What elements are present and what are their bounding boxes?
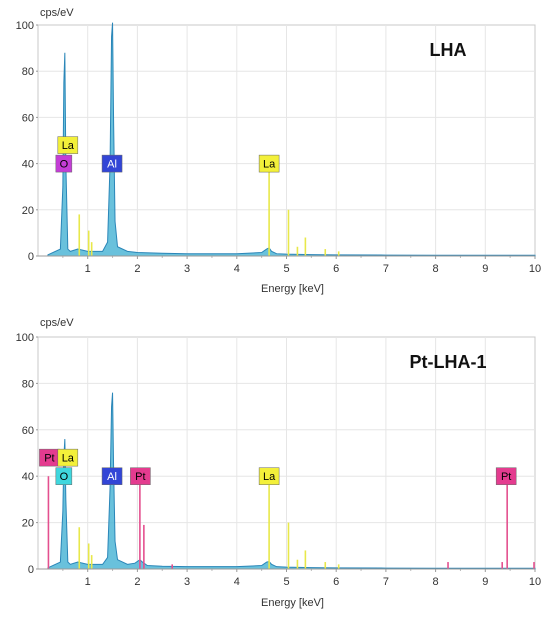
x-tick-label: 5 xyxy=(283,263,289,275)
x-tick-label: 9 xyxy=(482,576,488,588)
element-badge xyxy=(55,467,73,485)
x-axis-title: Energy [keV] xyxy=(261,283,324,295)
x-axis-title: Energy [keV] xyxy=(261,597,324,609)
y-tick-label: 60 xyxy=(22,112,34,124)
y-tick-label: 40 xyxy=(22,159,34,171)
y-tick-label: 20 xyxy=(22,205,34,217)
element-label: Pt xyxy=(135,471,145,483)
x-tick-label: 7 xyxy=(383,576,389,588)
x-tick-label: 8 xyxy=(433,576,439,588)
element-label: La xyxy=(263,471,276,483)
x-tick-label: 3 xyxy=(184,263,190,275)
x-tick-label: 4 xyxy=(234,576,240,588)
eds-spectrum-chart-pt-lha-1: 0 20 40 60 80 100 1 2 3 4 5 6 7 8 9 10 cps/eV Energy [keV… xyxy=(16,317,541,609)
element-badge xyxy=(57,448,79,467)
element-label: Pt xyxy=(44,453,54,465)
y-tick-label: 0 xyxy=(28,251,34,263)
x-tick-label: 2 xyxy=(134,576,140,588)
y-tick-label: 80 xyxy=(22,66,34,78)
x-tick-label: 3 xyxy=(184,576,190,588)
x-tick-label: 5 xyxy=(283,576,289,588)
x-tick-label: 10 xyxy=(529,576,541,588)
element-badge xyxy=(101,467,123,485)
y-axis-title: cps/eV xyxy=(40,7,74,19)
y-tick-label: 0 xyxy=(28,564,34,576)
x-tick-label: 6 xyxy=(333,576,339,588)
element-badge xyxy=(130,467,151,485)
element-badge xyxy=(258,154,280,173)
x-tick-label: 10 xyxy=(529,263,541,275)
y-tick-label: 60 xyxy=(22,425,34,437)
y-axis-title: cps/eV xyxy=(40,317,74,329)
x-tick-label: 4 xyxy=(234,263,240,275)
element-label: La xyxy=(62,453,75,465)
x-tick-label: 7 xyxy=(383,263,389,275)
element-badge xyxy=(55,154,73,173)
y-tick-label: 100 xyxy=(16,332,34,344)
x-tick-label: 6 xyxy=(333,263,339,275)
y-tick-label: 20 xyxy=(22,518,34,530)
element-label: La xyxy=(263,159,276,171)
element-label: Al xyxy=(107,159,117,171)
element-label: O xyxy=(60,159,69,171)
element-badge xyxy=(258,467,280,485)
spectrum-series xyxy=(47,22,536,257)
element-badge xyxy=(57,136,79,154)
element-label: O xyxy=(60,471,69,483)
x-tick-label: 1 xyxy=(85,263,91,275)
y-tick-label: 100 xyxy=(16,20,34,32)
sample-title: LHA xyxy=(430,40,467,60)
y-tick-label: 40 xyxy=(22,471,34,483)
x-tick-label: 2 xyxy=(134,263,140,275)
spectrum-series xyxy=(47,392,536,570)
element-badge xyxy=(101,154,123,173)
element-badge xyxy=(495,467,517,485)
x-tick-label: 1 xyxy=(85,576,91,588)
y-tick-label: 80 xyxy=(22,378,34,390)
x-tick-label: 8 xyxy=(433,263,439,275)
element-label: Pt xyxy=(501,471,511,483)
element-label: La xyxy=(62,140,75,152)
eds-spectrum-chart-lha: 0 20 40 60 80 100 1 2 3 4 5 6 7 8 9 10 cps/eV Energy [keV… xyxy=(16,7,541,295)
x-tick-label: 9 xyxy=(482,263,488,275)
sample-title: Pt-LHA-1 xyxy=(410,352,487,372)
element-label: Al xyxy=(107,471,117,483)
